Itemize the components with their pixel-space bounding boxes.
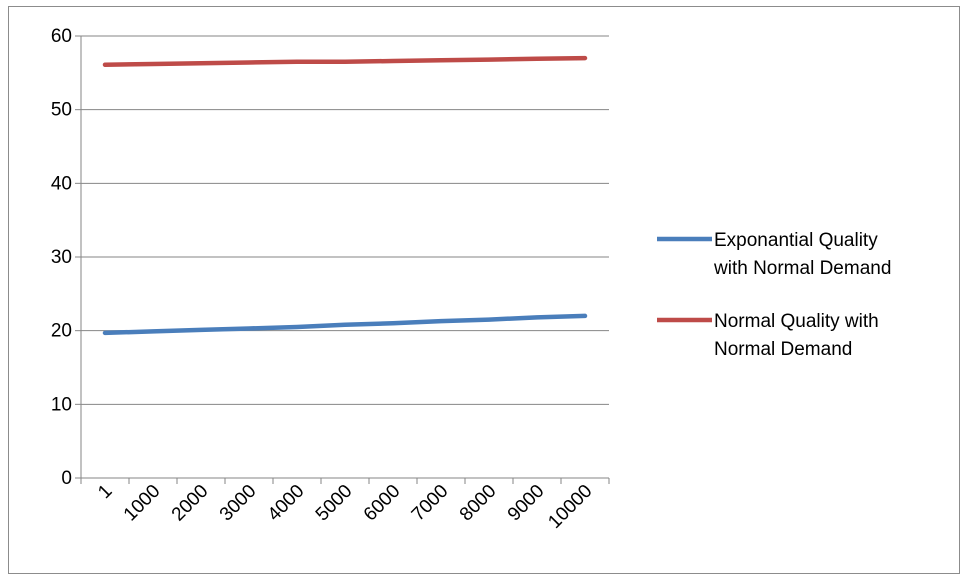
x-tick-label: 7000 (408, 481, 453, 526)
x-tick-label: 9000 (504, 481, 549, 526)
gridlines (81, 35, 609, 405)
x-tick-label: 10000 (544, 481, 596, 533)
x-tick-label: 2000 (168, 481, 213, 526)
y-tick-label: 0 (61, 468, 72, 489)
y-tick-label: 30 (51, 247, 72, 268)
x-axis-tick-labels: 1 1000 2000 3000 4000 5000 6000 7000 8000 9000100… (94, 481, 596, 533)
x-tick-label: 8000 (456, 481, 501, 526)
y-tick-label: 40 (51, 173, 72, 194)
legend-label: Exponantial Quality (714, 230, 878, 251)
y-tick-label: 60 (51, 26, 72, 47)
line-chart: 0 10 20 30 40 50 60 1 1000 2000 3000 4000 5000 6000 7… (51, 26, 892, 533)
x-tick-label: 5000 (312, 481, 357, 526)
series-line-1 (102, 313, 588, 336)
y-axis-tick-labels: 0 10 20 30 40 50 60 (51, 26, 72, 489)
chart-frame: 0 10 20 30 40 50 60 1 1000 2000 3000 4000 5000 6000 7… (8, 6, 960, 574)
x-tick-label: 1000 (120, 481, 165, 526)
legend: Exponantial Quality with Normal Demand Nor… (657, 230, 891, 360)
legend-label: Normal Demand (714, 339, 852, 360)
series-lines (102, 55, 588, 336)
y-tick-label: 20 (51, 321, 72, 342)
legend-label: Normal Quality with (714, 311, 879, 332)
x-tick-label: 4000 (264, 481, 309, 526)
x-tick-label: 6000 (360, 481, 405, 526)
legend-label: with Normal Demand (713, 258, 891, 279)
x-tick-label: 3000 (216, 481, 261, 526)
y-tick-label: 10 (51, 394, 72, 415)
y-tick-label: 50 (51, 100, 72, 121)
axes (75, 35, 610, 484)
x-tick-label: 1 (94, 481, 116, 503)
series-line-2 (102, 55, 588, 67)
